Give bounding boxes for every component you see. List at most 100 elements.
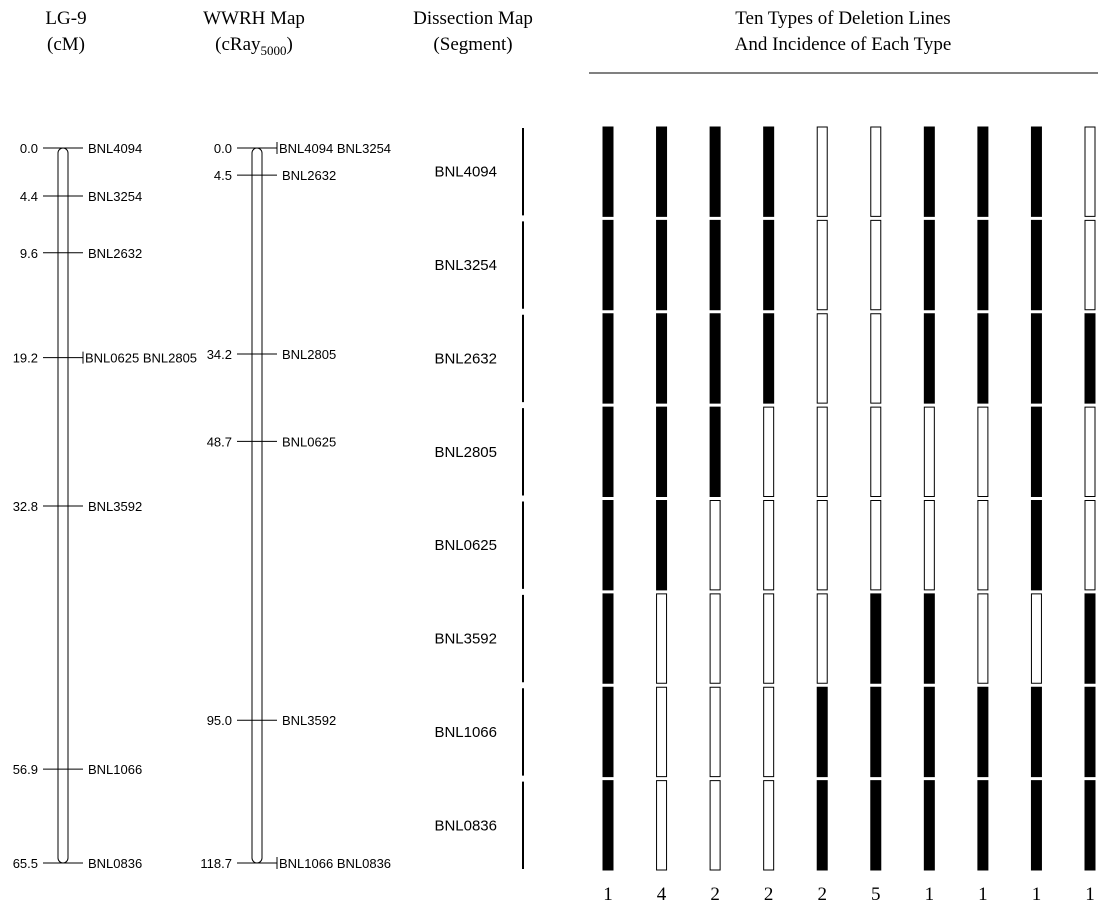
- segment-label: BNL2805: [434, 444, 497, 461]
- lg_map-marker-label: BNL3592: [88, 499, 142, 514]
- lg_map-marker-label: BNL0836: [88, 856, 142, 871]
- segment-deleted-bar: [923, 406, 935, 497]
- deletion-type-column: 1: [1030, 126, 1042, 905]
- deletion-type-column: 5: [870, 126, 882, 905]
- incidence-count: 1: [1032, 884, 1042, 905]
- incidence-count: 2: [817, 884, 827, 905]
- segment-deleted-bar: [870, 313, 882, 404]
- incidence-count: 4: [657, 884, 667, 905]
- segment-present-bar: [763, 219, 775, 311]
- wwrh_map-position-label: 48.7: [207, 434, 232, 449]
- segment-present-bar: [923, 313, 935, 404]
- segment-deleted-bar: [1084, 219, 1096, 311]
- wwrh_map-marker-label: BNL2632: [282, 168, 336, 183]
- segment-label: BNL0625: [434, 537, 497, 554]
- segment-deleted-bar: [1030, 593, 1042, 684]
- segment-present-bar: [656, 406, 668, 497]
- dissection-segment-map: BNL4094 BNL3254 BNL2632 BNL2805 BNL0625 BNL35…: [434, 128, 524, 869]
- segment-deleted-bar: [977, 593, 989, 684]
- dissection-title: Dissection Map: [413, 8, 533, 29]
- segment-present-bar: [977, 313, 989, 404]
- segment-present-bar: [1084, 593, 1096, 684]
- segment-present-bar: [977, 219, 989, 311]
- segment-present-bar: [602, 406, 614, 497]
- segment-label: BNL4094: [434, 164, 497, 181]
- segment-deleted-bar: [709, 593, 721, 684]
- segment-deleted-bar: [816, 406, 828, 497]
- segment-present-bar: [870, 780, 882, 871]
- segment-present-bar: [656, 219, 668, 311]
- wwrh-title: WWRH Map: [203, 8, 305, 29]
- segment-present-bar: [656, 500, 668, 591]
- segment-deleted-bar: [816, 219, 828, 311]
- segment-present-bar: [870, 686, 882, 778]
- segment-present-bar: [816, 686, 828, 778]
- segment-deleted-bar: [870, 219, 882, 311]
- segment-present-bar: [602, 219, 614, 311]
- wwrh_map-position-label: 34.2: [207, 347, 232, 362]
- wwrh_map-marker-label: BNL3592: [282, 713, 336, 728]
- segment-present-bar: [709, 406, 721, 497]
- lg_map-marker-label: BNL3254: [88, 189, 142, 204]
- wwrh_map-position-label: 118.7: [200, 856, 232, 871]
- segment-deleted-bar: [763, 780, 775, 871]
- segment-label: BNL0836: [434, 817, 497, 834]
- segment-present-bar: [1030, 126, 1042, 217]
- segment-present-bar: [602, 313, 614, 404]
- segment-present-bar: [1030, 686, 1042, 778]
- wwrh_map-marker-label: BNL1066 BNL0836: [279, 856, 391, 871]
- segment-deleted-bar: [709, 780, 721, 871]
- deletion-type-column: 2: [709, 126, 721, 905]
- wwrh_map-marker-label: BNL0625: [282, 434, 336, 449]
- segment-present-bar: [923, 686, 935, 778]
- lg_map-position-label: 0.0: [20, 141, 38, 156]
- dissection-header: Dissection Map (Segment): [413, 8, 533, 55]
- incidence-count: 1: [978, 884, 988, 905]
- lg_map-position-label: 56.9: [13, 762, 38, 777]
- segment-deleted-bar: [1084, 126, 1096, 217]
- lg-title: LG-9: [45, 8, 86, 29]
- wwrh-radiation-hybrid-map: 0.0 BNL4094 BNL3254 4.5 BNL2632 34.2 BNL2805 4…: [200, 141, 391, 871]
- segment-deleted-bar: [816, 126, 828, 217]
- lg_map-position-label: 4.4: [20, 189, 38, 204]
- lg_map-chromosome-bar: [57, 147, 69, 864]
- incidence-count: 5: [871, 884, 881, 905]
- lg_map-position-label: 65.5: [13, 856, 38, 871]
- segment-deleted-bar: [977, 406, 989, 497]
- incidence-count: 2: [710, 884, 720, 905]
- incidence-count: 1: [925, 884, 935, 905]
- incidence-count: 1: [603, 884, 613, 905]
- wwrh_map-chromosome-bar: [251, 147, 263, 864]
- deletion-type-column: 1: [602, 126, 614, 905]
- segment-label: BNL3592: [434, 631, 497, 648]
- dissection-subtitle: (Segment): [433, 34, 512, 55]
- segment-deleted-bar: [1084, 406, 1096, 497]
- segment-deleted-bar: [870, 126, 882, 217]
- segment-deleted-bar: [816, 500, 828, 591]
- deletion-type-column: 2: [763, 126, 775, 905]
- lg-9-linkage-map: 0.0 BNL4094 4.4 BNL3254 9.6 BNL2632 19.2 BNL062…: [13, 141, 197, 871]
- deletion-type-column: 1: [977, 126, 989, 905]
- segment-present-bar: [923, 593, 935, 684]
- deletion-type-column: 1: [1084, 126, 1096, 905]
- incidence-count: 1: [1085, 884, 1095, 905]
- deletion-title-line2: And Incidence of Each Type: [735, 34, 952, 55]
- deletion-type-column: 1: [923, 126, 935, 905]
- lg_map-position-label: 32.8: [13, 499, 38, 514]
- segment-label: BNL1066: [434, 724, 497, 741]
- segment-present-bar: [763, 313, 775, 404]
- lg_map-marker-label: BNL4094: [88, 141, 142, 156]
- wwrh_map-marker-label: BNL4094 BNL3254: [279, 141, 391, 156]
- segment-deleted-bar: [709, 686, 721, 778]
- deletion-line-types: 1 4 2 2 2 5 1 1 1 1: [602, 126, 1096, 905]
- segment-present-bar: [1030, 406, 1042, 497]
- segment-present-bar: [977, 686, 989, 778]
- segment-present-bar: [816, 780, 828, 871]
- lg-header: LG-9 (cM): [45, 8, 86, 55]
- lg-unit: (cM): [47, 34, 85, 55]
- segment-deleted-bar: [709, 500, 721, 591]
- lg_map-marker-label: BNL1066: [88, 762, 142, 777]
- segment-present-bar: [602, 593, 614, 684]
- deletion-type-column: 4: [656, 126, 668, 905]
- wwrh_map-marker-label: BNL2805: [282, 347, 336, 362]
